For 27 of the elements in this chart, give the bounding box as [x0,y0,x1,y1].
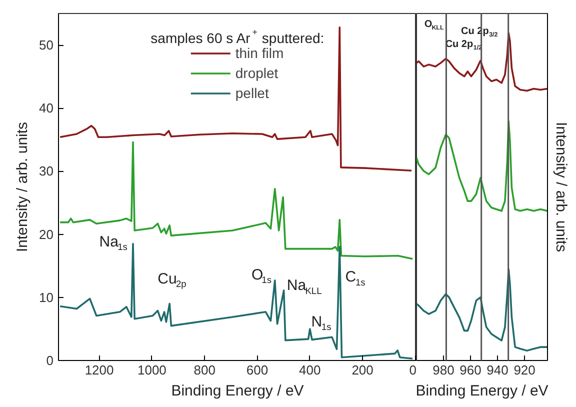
x-tick-label: 960 [460,362,482,378]
x-tick-label: 600 [246,362,268,378]
x-tick-label: 980 [432,362,454,378]
y-axis-title: Intensity / arb. units [14,122,32,252]
x-tick-label: 200 [352,362,374,378]
x-tick-label: 920 [514,362,536,378]
x-tick-label: 1000 [137,362,166,378]
x-axis-title: Binding Energy / eV [171,382,304,400]
legend-label: thin film [235,45,284,61]
y-tick-label: 40 [39,100,54,116]
y-tick-label: 10 [39,290,54,305]
line-series [59,141,414,260]
x-tick-label: 0 [409,362,417,378]
x-tick-label: 800 [194,362,216,378]
y-tick-label: 50 [39,38,54,53]
x-tick-label: 400 [299,362,321,378]
legend-title: samples 60 s Ar+ sputtered: [150,27,324,46]
y-tick-label: 20 [39,226,54,242]
y-axis-title: Intensity / arb. units [552,122,570,252]
legend-label: droplet [235,65,278,81]
x-axis-title: Binding Energy / eV [416,382,548,400]
y-tick-label: 30 [39,164,54,179]
legend-label: pellet [235,85,269,101]
x-tick-label: 1200 [84,362,114,378]
line-series [59,26,412,172]
y-tick-label: 0 [46,353,54,368]
x-tick-label: 940 [486,362,508,378]
